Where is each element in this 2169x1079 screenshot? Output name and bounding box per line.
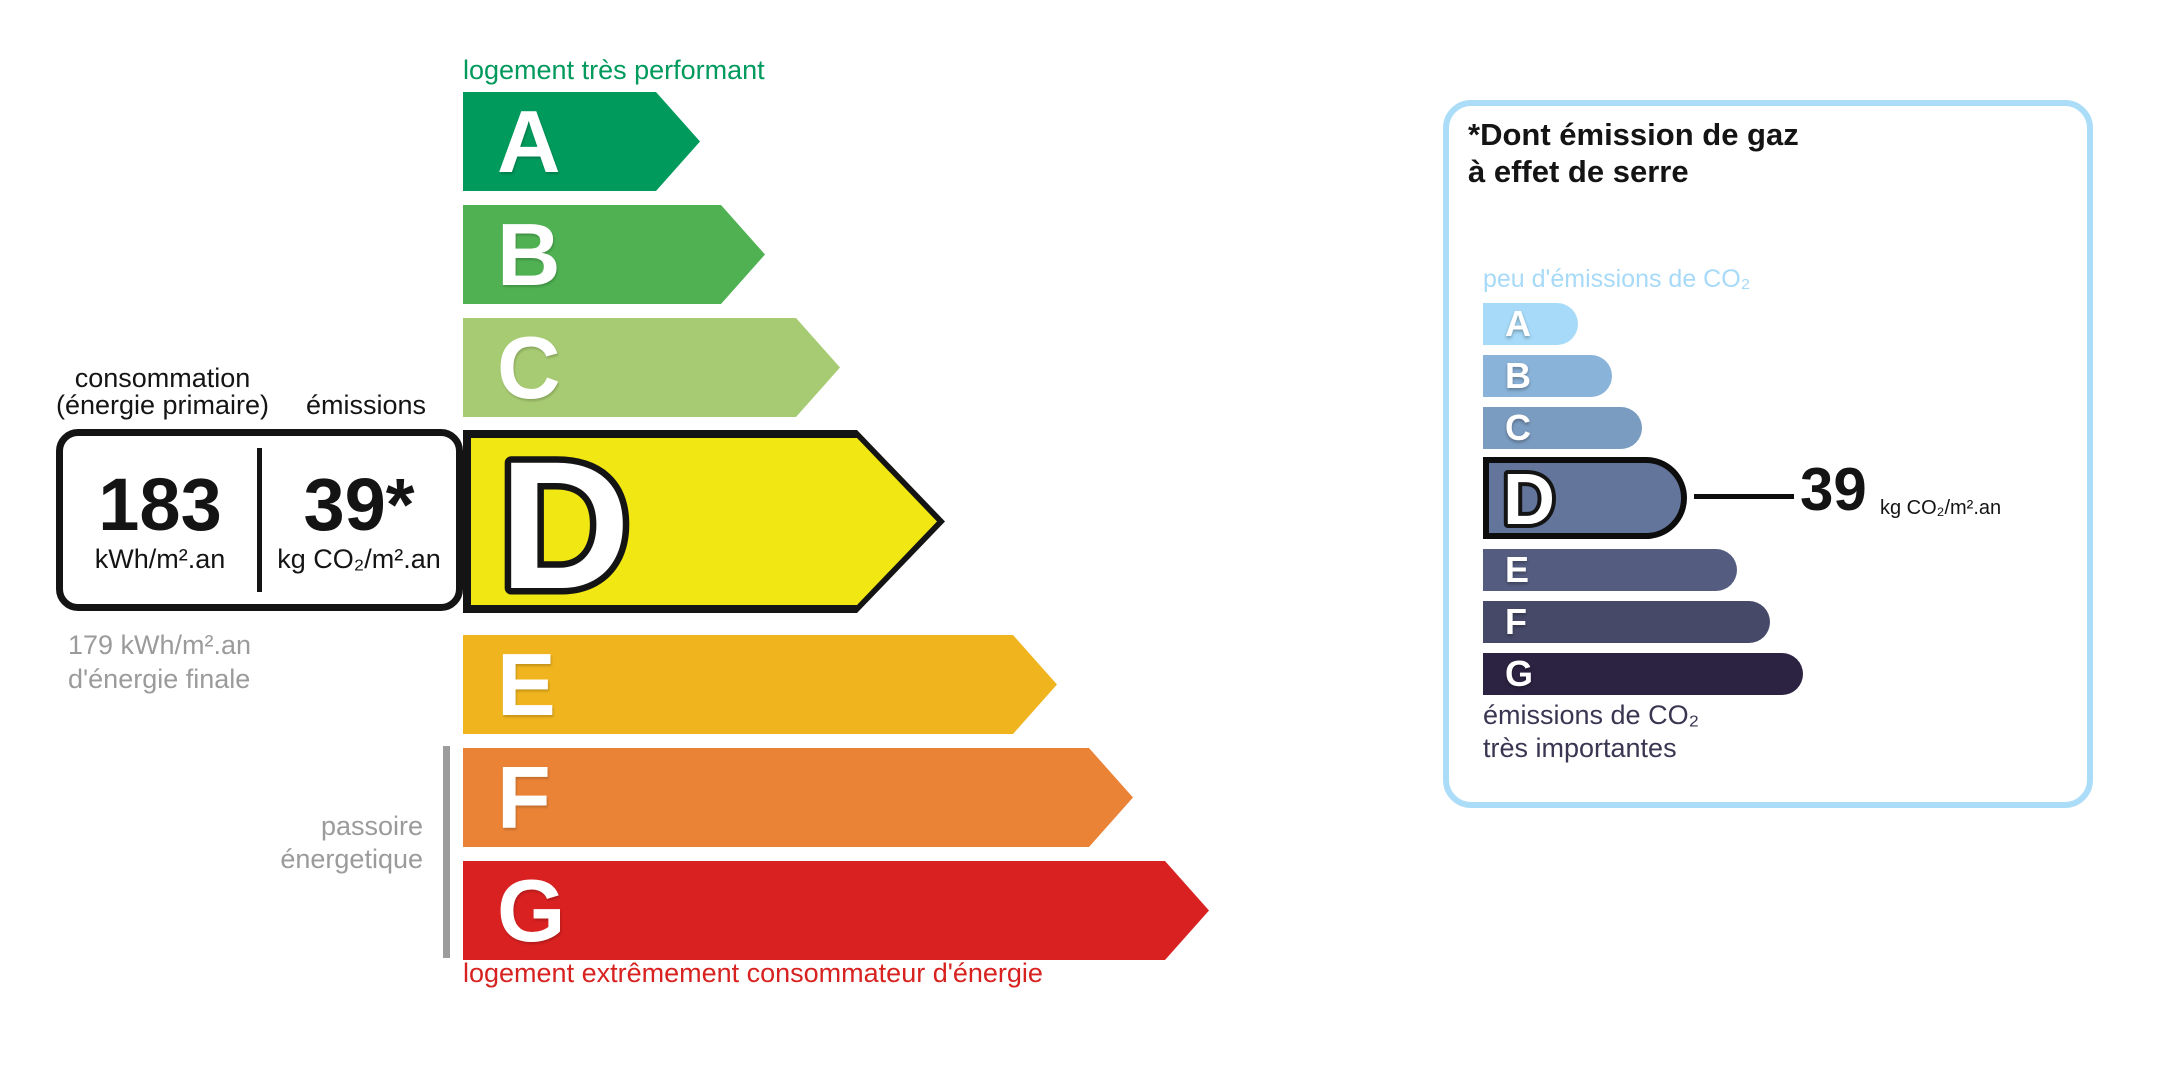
co2-class-letter-g: G [1505,653,1534,694]
consumption-unit: kWh/m².an [94,543,226,574]
energy-class-arrow-d-current: D [463,430,945,613]
top-performance-label: logement très performant [463,55,765,85]
co2-class-letter-b: B [1505,355,1531,396]
energy-class-arrow-g: G [463,861,1209,960]
svg-text:D: D [1503,465,1555,533]
emissions-result-cell: 39* kg CO₂/m².an [262,448,456,592]
energy-sieve-label-line1: passoire [320,811,423,841]
dpe-result-box: 183 kWh/m².an 39* kg CO₂/m².an [56,429,463,611]
co2-low-emissions-label: peu d'émissions de CO₂ [1483,265,1751,293]
svg-text:D: D [499,440,630,606]
bottom-consumption-label: logement extrêmement consommateur d'éner… [463,958,1043,988]
emissions-column-label: émissions [305,390,427,420]
co2-class-bar-a: A [1483,303,1578,345]
energy-class-arrow-e: E [463,635,1057,734]
emissions-unit: kg CO₂/m².an [277,543,441,574]
final-energy-note: 179 kWh/m².an d'énergie finale [68,628,251,696]
emissions-value: 39* [303,462,415,546]
consumption-result-cell: 183 kWh/m².an [63,448,262,592]
energy-class-arrow-c: C [463,318,840,417]
energy-class-letter-b: B [497,204,561,304]
co2-high-emissions-label: émissions de CO₂ très importantes [1483,699,1699,765]
co2-class-bar-b: B [1483,355,1612,397]
energy-class-letter-g: G [497,860,566,960]
energy-sieve-marker-bar [443,746,450,958]
co2-class-letter-d-outlined: D [1499,465,1559,533]
primary-energy-sublabel: (énergie primaire) [55,390,270,420]
co2-panel-title: *Dont émission de gaz à effet de serre [1468,116,1799,190]
final-energy-note-line1: 179 kWh/m².an [68,630,252,660]
co2-high-emissions-label-line2: très importantes [1483,733,1677,763]
co2-class-letter-a: A [1505,303,1531,344]
co2-class-bar-d-current: D [1483,457,1687,539]
energy-class-arrow-f: F [463,748,1133,847]
co2-panel-title-line1: *Dont émission de gaz [1468,117,1799,152]
energy-class-letter-d-outlined: D [489,440,699,606]
co2-class-letter-f: F [1505,601,1527,642]
energy-class-arrow-b: B [463,205,765,304]
energy-class-letter-e: E [497,634,556,734]
co2-class-bar-e: E [1483,549,1737,591]
co2-class-letter-c: C [1505,407,1531,448]
co2-class-letter-e: E [1505,549,1530,590]
energy-sieve-label-line2: énergetique [280,844,423,874]
consumption-column-label: consommation [74,363,251,393]
co2-class-bar-c: C [1483,407,1642,449]
co2-panel-title-line2: à effet de serre [1468,154,1689,189]
co2-high-emissions-label-line1: émissions de CO₂ [1483,700,1700,730]
final-energy-note-line2: d'énergie finale [68,664,251,694]
co2-value: 39 [1800,456,1867,523]
energy-class-arrow-d-fill [471,438,937,605]
consumption-value: 183 [98,462,222,546]
co2-class-bar-g: G [1483,653,1803,695]
energy-sieve-label: passoire énergetique [180,810,423,876]
energy-class-letter-c: C [497,317,561,417]
energy-class-letter-a: A [497,91,561,191]
energy-class-letter-f: F [497,747,551,847]
co2-class-bar-f: F [1483,601,1770,643]
co2-value-unit: kg CO₂/m².an [1880,497,2002,519]
co2-value-callout-line [1694,494,1794,499]
energy-class-arrow-a: A [463,92,700,191]
